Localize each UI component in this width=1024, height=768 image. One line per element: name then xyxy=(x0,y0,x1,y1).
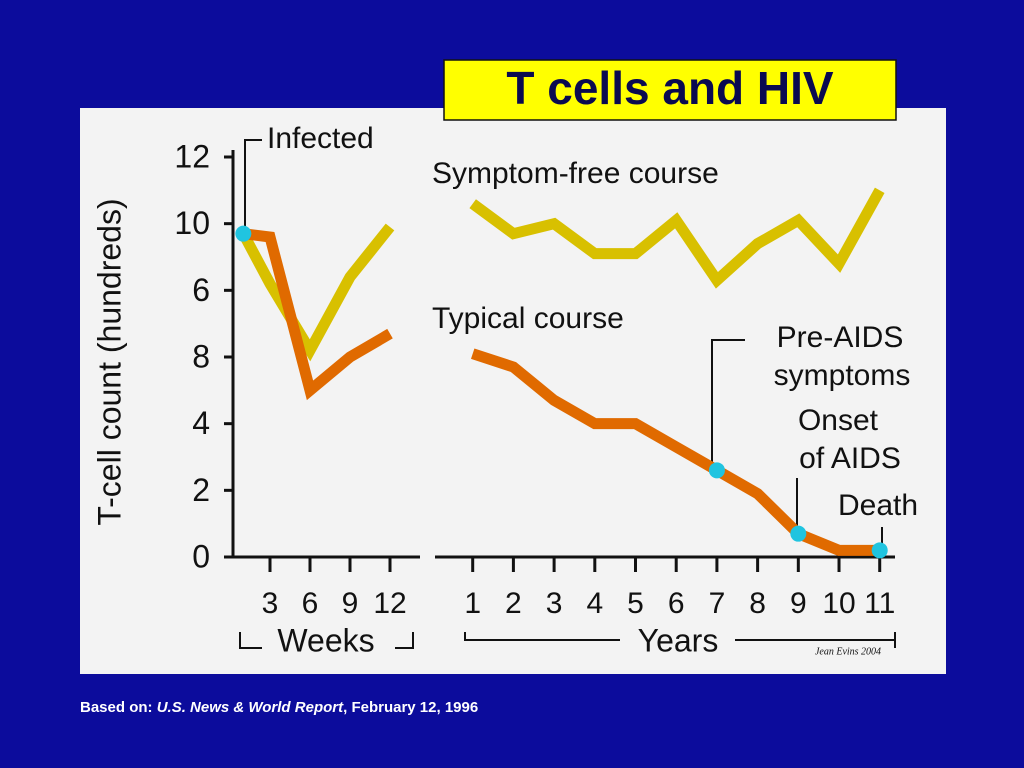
x-tick-label: 8 xyxy=(749,587,766,620)
x-tick-label: 4 xyxy=(586,587,603,620)
annotation: Infected xyxy=(267,122,374,155)
annotation: Onset xyxy=(798,404,879,437)
y-tick-label: 8 xyxy=(192,338,210,374)
x-tick-label: 3 xyxy=(262,587,279,620)
title: T cells and HIV xyxy=(506,62,834,114)
event-marker xyxy=(235,225,252,242)
x-tick-label: 9 xyxy=(790,587,807,620)
y-tick-label: 4 xyxy=(192,405,210,441)
source-publication: U.S. News & World Report xyxy=(157,699,344,716)
series-line xyxy=(238,223,395,362)
event-marker xyxy=(790,525,807,542)
y-tick-label: 12 xyxy=(174,138,210,174)
y-tick-label: 0 xyxy=(192,538,210,574)
y-axis-label: T-cell count (hundreds) xyxy=(91,198,127,525)
series-label: Symptom-free course xyxy=(432,157,719,190)
group-label: Years xyxy=(638,622,719,658)
y-tick-label: 10 xyxy=(174,205,210,241)
x-tick-label: 11 xyxy=(864,587,895,620)
x-tick-label: 9 xyxy=(342,587,359,620)
group-brackets xyxy=(239,632,896,649)
x-tick-label: 10 xyxy=(822,587,855,620)
x-tick-label: 12 xyxy=(373,587,406,620)
annotation: symptoms xyxy=(774,359,911,392)
series-label: Typical course xyxy=(432,302,624,335)
series-line xyxy=(469,187,885,289)
title-box xyxy=(443,59,897,121)
x-tick-label: 2 xyxy=(505,587,522,620)
annotation: Death xyxy=(838,489,918,522)
leader-lines xyxy=(244,139,883,550)
series-line xyxy=(470,348,880,556)
y-tick-label: 2 xyxy=(192,472,210,508)
x-tick-label: 1 xyxy=(464,587,481,620)
event-marker xyxy=(708,462,725,479)
x-tick-label: 6 xyxy=(668,587,685,620)
series-line xyxy=(242,228,393,401)
annotation: of AIDS xyxy=(799,442,901,475)
chart-panel xyxy=(80,108,946,674)
x-tick-label: 5 xyxy=(627,587,644,620)
annotation: Pre-AIDS xyxy=(777,321,904,354)
x-tick-label: 6 xyxy=(302,587,319,620)
credit: Jean Evins 2004 xyxy=(815,646,881,657)
source: Based on: U.S. News & World Report, Febr… xyxy=(80,699,478,716)
y-tick-label: 6 xyxy=(192,272,210,308)
group-label: Weeks xyxy=(277,622,374,658)
x-tick-label: 7 xyxy=(709,587,726,620)
source-prefix: Based on: xyxy=(80,699,153,716)
years-label-bg xyxy=(620,625,735,659)
event-marker xyxy=(871,542,888,559)
x-tick-label: 3 xyxy=(546,587,563,620)
source-date: , February 12, 1996 xyxy=(343,699,478,716)
